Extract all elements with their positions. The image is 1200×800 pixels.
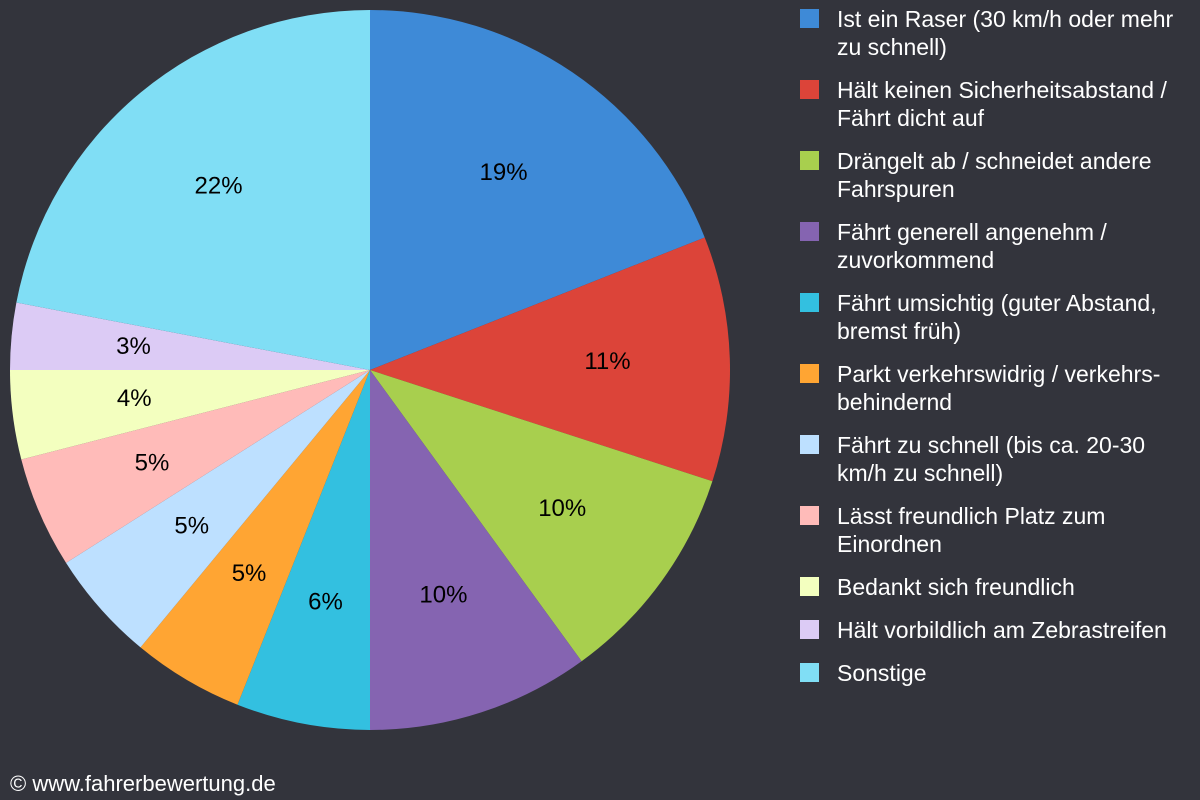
value-label: 5%	[232, 560, 267, 587]
value-label: 3%	[116, 333, 151, 360]
value-label: 11%	[584, 348, 630, 375]
pie-slice	[16, 10, 371, 370]
legend-item: Sonstige	[800, 659, 1190, 687]
legend-label: Fährt zu schnell (bis ca. 20-30 km/h zu …	[837, 432, 1146, 486]
legend-label: Ist ein Raser (30 km/h oder mehr zu schn…	[837, 6, 1174, 60]
value-label: 5%	[135, 450, 170, 477]
legend-label: Hält keinen Sicherheitsabstand / Fährt d…	[837, 77, 1167, 131]
pie-slice	[370, 370, 582, 730]
legend-item: Fährt zu schnell (bis ca. 20-30 km/h zu …	[800, 431, 1190, 487]
legend-label: Parkt verkehrswidrig / verkehrs-behinder…	[837, 361, 1161, 415]
legend-item: Bedankt sich freundlich	[800, 573, 1190, 601]
legend-swatch	[800, 9, 819, 28]
pie-slice	[66, 370, 371, 648]
legend-swatch	[800, 222, 819, 241]
legend-item: Hält vorbildlich am Zebrastreifen	[800, 616, 1190, 644]
legend-item: Fährt generell angenehm / zuvorkommend	[800, 218, 1190, 274]
legend-swatch	[800, 506, 819, 525]
legend-item: Lässt freundlich Platz zum Einordnen	[800, 502, 1190, 558]
value-label: 10%	[538, 495, 586, 522]
legend-swatch	[800, 151, 819, 170]
value-label: 5%	[174, 512, 209, 539]
legend-swatch	[800, 620, 819, 639]
value-label: 6%	[308, 589, 343, 616]
pie-chart: 19% 11% 10% 10% 6% 5% 5% 5% 4% 3% 22%	[10, 10, 730, 730]
legend-swatch	[800, 577, 819, 596]
legend-item: Drängelt ab / schneidet andere Fahrspure…	[800, 147, 1190, 203]
legend-label: Drängelt ab / schneidet andere Fahrspure…	[837, 148, 1152, 202]
legend-swatch	[800, 364, 819, 383]
legend-label: Fährt umsichtig (guter Abstand, bremst f…	[837, 290, 1157, 344]
value-label: 19%	[480, 159, 528, 186]
pie-slice	[370, 237, 730, 482]
legend-swatch	[800, 80, 819, 99]
legend-swatch	[800, 435, 819, 454]
pie-slice	[140, 370, 370, 705]
value-label: 10%	[419, 581, 467, 608]
legend-item: Hält keinen Sicherheitsabstand / Fährt d…	[800, 76, 1190, 132]
legend: Ist ein Raser (30 km/h oder mehr zu schn…	[800, 5, 1190, 687]
legend-item: Fährt umsichtig (guter Abstand, bremst f…	[800, 289, 1190, 345]
legend-label: Lässt freundlich Platz zum Einordnen	[837, 503, 1106, 557]
legend-item: Ist ein Raser (30 km/h oder mehr zu schn…	[800, 5, 1190, 61]
pie-slice	[10, 302, 370, 370]
legend-label: Sonstige	[837, 660, 927, 686]
pie-slice	[21, 370, 371, 563]
legend-swatch	[800, 293, 819, 312]
legend-swatch	[800, 663, 819, 682]
legend-item: Parkt verkehrswidrig / verkehrs-behinder…	[800, 360, 1190, 416]
source: © www.fahrerbewertung.de	[10, 771, 276, 796]
value-label: 4%	[117, 385, 152, 412]
legend-label: Bedankt sich freundlich	[837, 574, 1075, 600]
pie-slice	[10, 370, 370, 460]
legend-label: Fährt generell angenehm / zuvorkommend	[837, 219, 1107, 273]
legend-label: Hält vorbildlich am Zebrastreifen	[837, 617, 1167, 643]
pie-slice	[237, 370, 370, 730]
pie-slice	[370, 370, 713, 662]
value-label: 22%	[195, 172, 243, 199]
pie-slice	[370, 10, 705, 370]
